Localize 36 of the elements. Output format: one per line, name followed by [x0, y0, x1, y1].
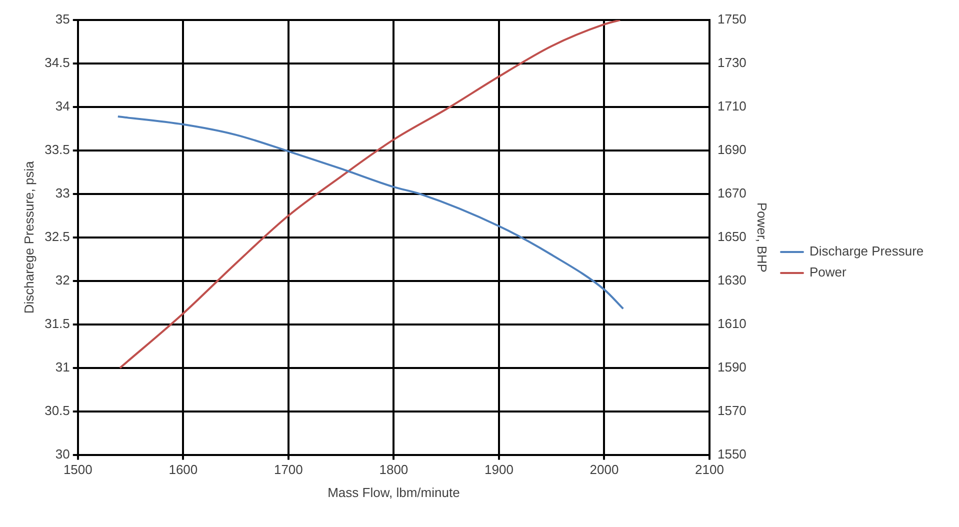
y2-tick-label: 1630 [717, 272, 746, 288]
y-tick-label: 32 [55, 272, 70, 288]
line-series [116, 116, 624, 310]
y-tick-label: 30.5 [44, 402, 70, 418]
y2-tick-label: 1570 [717, 402, 746, 418]
y-tick-label: 30 [55, 446, 70, 462]
legend-label: Power [810, 264, 848, 280]
y-tick-label: 33 [55, 186, 70, 200]
y-tick-label: 34.5 [44, 55, 70, 70]
x-tick-label: 1900 [484, 462, 514, 478]
y-tick-label: 35 [55, 12, 70, 27]
y2-tick-label: 1690 [717, 142, 746, 158]
x-tick-label: 1600 [168, 462, 198, 478]
x-tick-label: 1700 [274, 462, 303, 478]
x-tick-label: 1800 [379, 462, 408, 478]
y-tick-label: 31.5 [44, 316, 70, 331]
legend-label: Discharge Pressure [810, 244, 924, 259]
y-tick-label: 31 [55, 359, 70, 374]
x-tick-label: 2000 [590, 462, 619, 478]
y2-axis-title: Power, BHP [754, 202, 770, 272]
y2-tick-label: 1730 [717, 55, 746, 70]
x-axis-title: Mass Flow, lbm/minute [328, 484, 460, 500]
y2-tick-label: 1610 [717, 316, 746, 331]
x-tick-label: 1500 [63, 462, 92, 478]
y-tick-label: 33.5 [44, 142, 70, 158]
y2-tick-label: 1650 [717, 228, 746, 244]
y2-tick-label: 1590 [717, 359, 746, 374]
line-series [119, 20, 622, 369]
y2-tick-label: 1670 [717, 186, 746, 200]
y-tick-label: 34 [55, 98, 70, 114]
y-tick-label: 32.5 [44, 228, 70, 244]
y-axis-title: Discharege Pressure, psia [21, 160, 36, 314]
x-tick-label: 2100 [695, 462, 724, 478]
y2-tick-label: 1750 [717, 12, 746, 27]
y2-tick-label: 1550 [717, 446, 746, 462]
y2-tick-label: 1710 [717, 98, 746, 114]
